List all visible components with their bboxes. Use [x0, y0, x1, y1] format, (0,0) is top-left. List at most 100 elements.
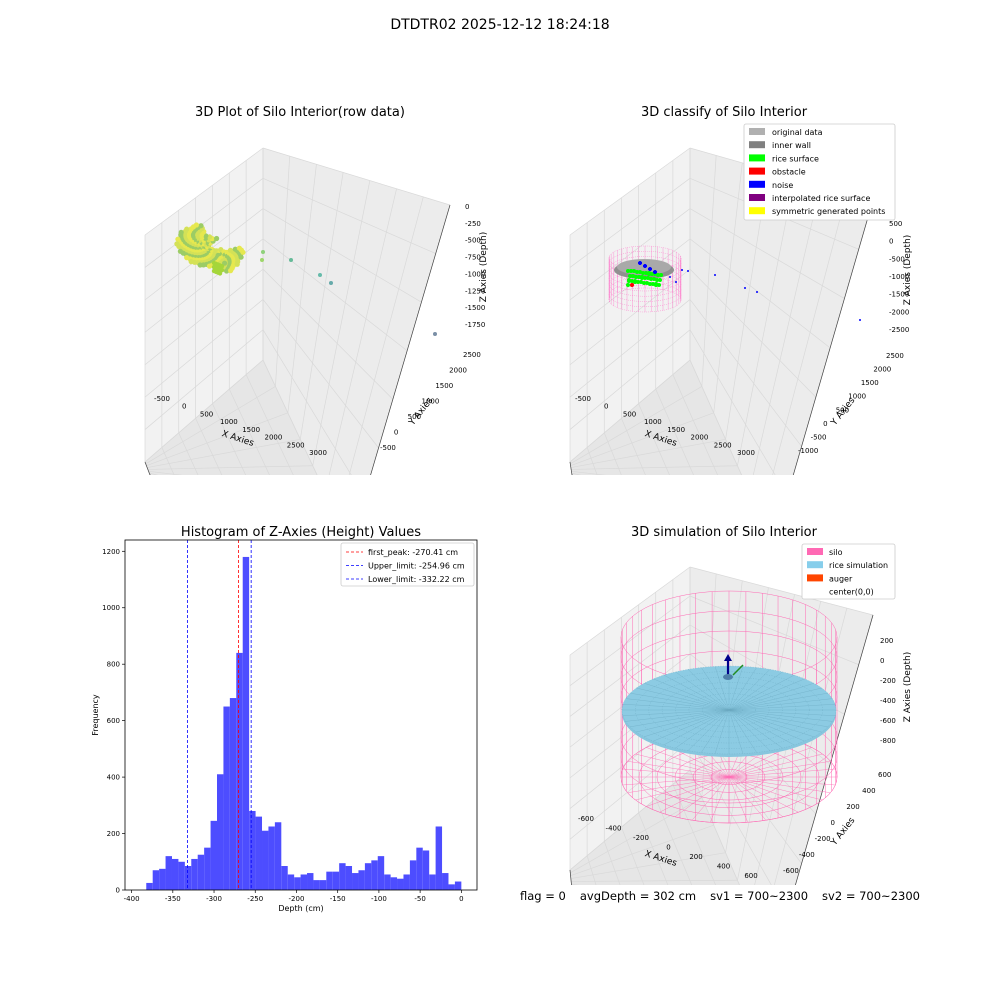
- tick-label: -400: [880, 697, 896, 705]
- data-point: [714, 274, 716, 276]
- legend: silo rice simulation auger center(0,0): [801, 543, 896, 600]
- histogram-bar: [249, 810, 256, 890]
- tick-label: -600: [578, 815, 594, 823]
- tick-label: -200: [289, 895, 305, 903]
- histogram-bar: [178, 861, 185, 890]
- histogram-bar: [371, 860, 378, 890]
- data-point: [675, 281, 677, 283]
- data-point: [637, 275, 641, 279]
- tick-label: -150: [330, 895, 346, 903]
- figure-title: DTDTR02 2025-12-12 18:24:18: [390, 17, 610, 33]
- tick-label: 1000: [422, 398, 440, 406]
- data-point: [654, 282, 658, 286]
- tick-label: 0: [459, 895, 463, 903]
- legend-swatch: [807, 587, 823, 595]
- histogram-bar: [274, 822, 282, 890]
- histogram-bar: [429, 874, 436, 890]
- tick-label: 600: [107, 717, 120, 725]
- data-point: [177, 248, 183, 254]
- tick-label: 0: [116, 887, 120, 895]
- tick-label: 2000: [873, 366, 891, 374]
- tick-labels: -500050010001500200025003000-50005001000…: [154, 203, 485, 457]
- data-point: [681, 269, 683, 271]
- histogram-bar: [171, 858, 179, 890]
- tick-label: 1500: [435, 382, 453, 390]
- histogram-bar: [268, 826, 275, 890]
- tick-label: 2000: [265, 434, 283, 442]
- x-axis-label: Depth (cm): [278, 904, 323, 913]
- histogram-bar: [377, 856, 385, 890]
- tick-label: -400: [799, 851, 815, 859]
- y-axis-label: Frequency: [91, 694, 100, 736]
- y-axis-label: Y Axies: [829, 396, 858, 429]
- histogram-bar: [454, 881, 462, 890]
- data-point: [228, 268, 234, 274]
- histogram-bar: [319, 880, 327, 890]
- data-point: [238, 254, 244, 260]
- data-point: [629, 269, 633, 273]
- sv1-text: sv1 = 700~2300: [710, 889, 809, 903]
- data-point: [644, 271, 648, 275]
- legend-swatch: [749, 194, 765, 201]
- tick-label: 2500: [886, 352, 904, 360]
- data-point: [859, 319, 861, 321]
- legend-swatch: [749, 167, 765, 175]
- tick-label: -250: [465, 220, 481, 228]
- tick-label: 0: [831, 819, 835, 827]
- chart-title: 3D Plot of Silo Interior(row data): [195, 105, 405, 120]
- data-point: [175, 236, 181, 242]
- tick-label: 1000: [102, 604, 120, 612]
- data-point: [188, 259, 194, 265]
- data-point: [184, 255, 190, 261]
- tick-label: 500: [200, 410, 213, 418]
- tick-label: 2500: [287, 441, 305, 449]
- data-point: [633, 279, 637, 283]
- tick-label: -500: [465, 237, 481, 245]
- tick-label: -600: [880, 717, 896, 725]
- histogram-bar: [442, 873, 449, 890]
- data-point: [648, 267, 652, 271]
- histogram-bar: [184, 866, 192, 890]
- tick-label: -100: [371, 895, 387, 903]
- chart-3d-raw: 3D Plot of Silo Interior(row data) -500 0…: [144, 105, 489, 475]
- tick-label: -600: [783, 867, 799, 875]
- tick-label: -1000: [465, 270, 485, 278]
- tick-label: 2500: [463, 351, 481, 359]
- flag-text: flag = 0: [520, 889, 566, 903]
- data-point: [206, 263, 213, 269]
- tick-label: -200: [633, 834, 649, 842]
- legend-swatch: [749, 207, 765, 215]
- data-point: [197, 262, 203, 268]
- legend-label: first_peak: -270.41 cm: [368, 548, 458, 557]
- data-point: [289, 258, 293, 262]
- histogram-bar: [332, 871, 340, 890]
- tick-label: -50: [414, 895, 425, 903]
- tick-label: -2000: [889, 308, 909, 316]
- legend-label: Upper_limit: -254.96 cm: [368, 562, 465, 571]
- histogram-bars: [146, 556, 462, 890]
- data-point: [626, 269, 630, 273]
- tick-label: 0: [182, 403, 186, 411]
- reference-lines: [187, 540, 252, 890]
- tick-label: -500: [575, 395, 591, 403]
- data-point: [653, 270, 657, 274]
- histogram-bar: [165, 856, 172, 890]
- tick-label: 2000: [449, 367, 467, 375]
- tick-label: -350: [165, 895, 181, 903]
- data-point: [669, 276, 671, 278]
- data-point: [193, 222, 199, 228]
- histogram-bar: [223, 706, 230, 890]
- tick-labels: -500 0 500 1000 1500 2000 2500 3000 -1000 -500 0 50…: [575, 220, 909, 457]
- tick-label: 0: [666, 844, 670, 852]
- legend-swatch: [807, 561, 823, 569]
- tick-label: -200: [880, 677, 896, 685]
- status-footer: flag = 0 avgDepth = 302 cm sv1 = 700~2300 s…: [520, 889, 934, 903]
- plot-frame: [124, 539, 478, 891]
- legend-swatch: [749, 128, 765, 135]
- data-point: [643, 264, 647, 268]
- chart-title: 3D classify of Silo Interior: [641, 105, 808, 120]
- legend-swatch: [749, 141, 765, 149]
- tick-label: 1000: [220, 418, 238, 426]
- histogram-bar: [352, 873, 359, 890]
- histogram-bar: [416, 847, 423, 890]
